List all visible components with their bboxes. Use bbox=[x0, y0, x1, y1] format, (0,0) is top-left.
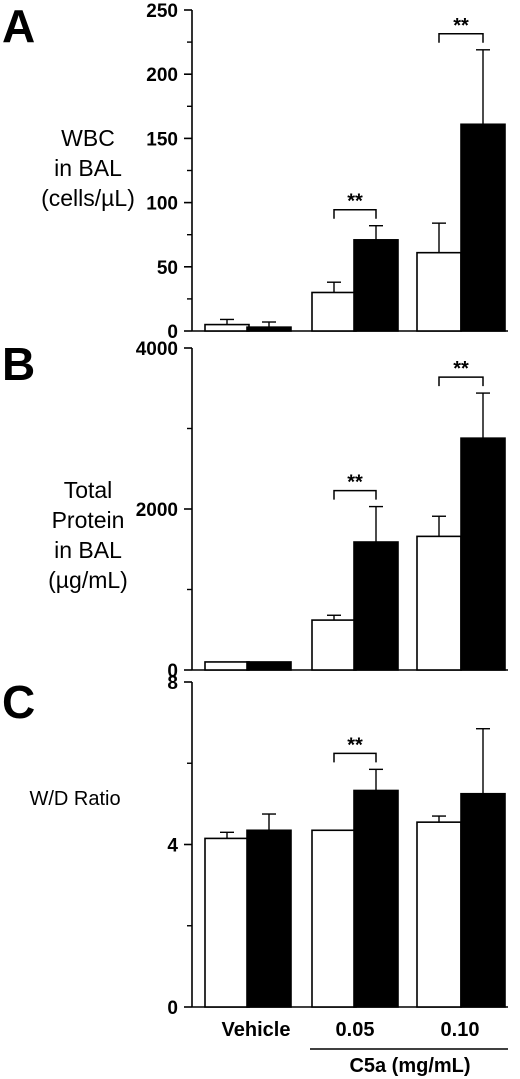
panel-A: A WBC in BAL (cells/µL) 0 50 100 150 200 250 ** ** bbox=[2, 0, 508, 343]
bar-filled-0.05 bbox=[353, 789, 399, 1008]
y-tick-label: 8 bbox=[167, 673, 178, 694]
bar-open-Vehicle bbox=[204, 661, 250, 671]
y-tick-label: 250 bbox=[146, 1, 178, 22]
bar-open-0.05 bbox=[311, 619, 357, 671]
bar-open-0.10 bbox=[416, 535, 462, 671]
bar-open-0.05 bbox=[311, 829, 357, 1008]
bar-open-Vehicle bbox=[204, 837, 250, 1008]
bar-filled-Vehicle bbox=[246, 661, 292, 671]
y-tick-label: 2000 bbox=[136, 500, 178, 521]
significance-bracket bbox=[333, 489, 377, 500]
x-tick-label-0.10: 0.10 bbox=[441, 1019, 480, 1041]
x-tick-label-vehicle: Vehicle bbox=[222, 1019, 291, 1041]
significance-bracket bbox=[438, 33, 484, 43]
bar-filled-0.10 bbox=[460, 123, 506, 332]
panel-letter: A bbox=[2, 0, 35, 52]
y-axis-label-line: Total bbox=[64, 477, 113, 503]
significance-label: ** bbox=[453, 15, 469, 37]
y-axis-label-line: in BAL bbox=[54, 537, 122, 563]
y-axis-label-line: WBC bbox=[61, 125, 115, 151]
y-axis-label-line: in BAL bbox=[54, 155, 122, 181]
bar-filled-0.05 bbox=[353, 239, 399, 332]
y-tick-label: 0 bbox=[167, 998, 178, 1019]
bar-filled-0.10 bbox=[460, 437, 506, 671]
significance-bracket bbox=[333, 752, 377, 763]
panel-letter: C bbox=[2, 676, 35, 728]
significance-bracket bbox=[333, 208, 377, 219]
bar-open-Vehicle bbox=[204, 323, 250, 332]
y-tick-label: 0 bbox=[167, 322, 178, 343]
bar-open-0.10 bbox=[416, 251, 462, 332]
y-tick-label: 0 bbox=[167, 661, 178, 682]
y-tick-label: 200 bbox=[146, 65, 178, 86]
bar-open-0.10 bbox=[416, 821, 462, 1008]
y-axis-label-line: Protein bbox=[52, 507, 125, 533]
significance-label: ** bbox=[347, 191, 363, 213]
x-tick-label-0.05: 0.05 bbox=[336, 1019, 375, 1041]
x-group-label: C5a (mg/mL) bbox=[349, 1055, 470, 1077]
bar-filled-Vehicle bbox=[246, 829, 292, 1008]
y-axis-label-line: (cells/µL) bbox=[41, 185, 135, 211]
bar-filled-0.10 bbox=[460, 792, 506, 1008]
significance-bracket bbox=[438, 376, 484, 387]
y-tick-label: 50 bbox=[157, 258, 178, 279]
y-axis-label-line: W/D Ratio bbox=[29, 788, 120, 810]
y-tick-label: 150 bbox=[146, 129, 178, 150]
panel-C: C W/D Ratio 0 4 8 ** bbox=[2, 673, 508, 1019]
panel-B: B Total Protein in BAL (µg/mL) 0 2000 4000 ** ** bbox=[2, 338, 508, 682]
y-tick-label: 4 bbox=[167, 836, 178, 857]
bar-open-0.05 bbox=[311, 291, 357, 332]
y-tick-label: 4000 bbox=[136, 339, 178, 360]
y-tick-label: 100 bbox=[146, 194, 178, 215]
y-axis-label-line: (µg/mL) bbox=[48, 567, 128, 593]
bar-filled-Vehicle bbox=[246, 326, 292, 332]
x-axis-labels: Vehicle 0.05 0.10 C5a (mg/mL) bbox=[222, 1019, 508, 1077]
panel-letter: B bbox=[2, 338, 35, 390]
significance-label: ** bbox=[453, 358, 469, 380]
significance-label: ** bbox=[347, 734, 363, 756]
significance-label: ** bbox=[347, 472, 363, 494]
bar-filled-0.05 bbox=[353, 541, 399, 671]
